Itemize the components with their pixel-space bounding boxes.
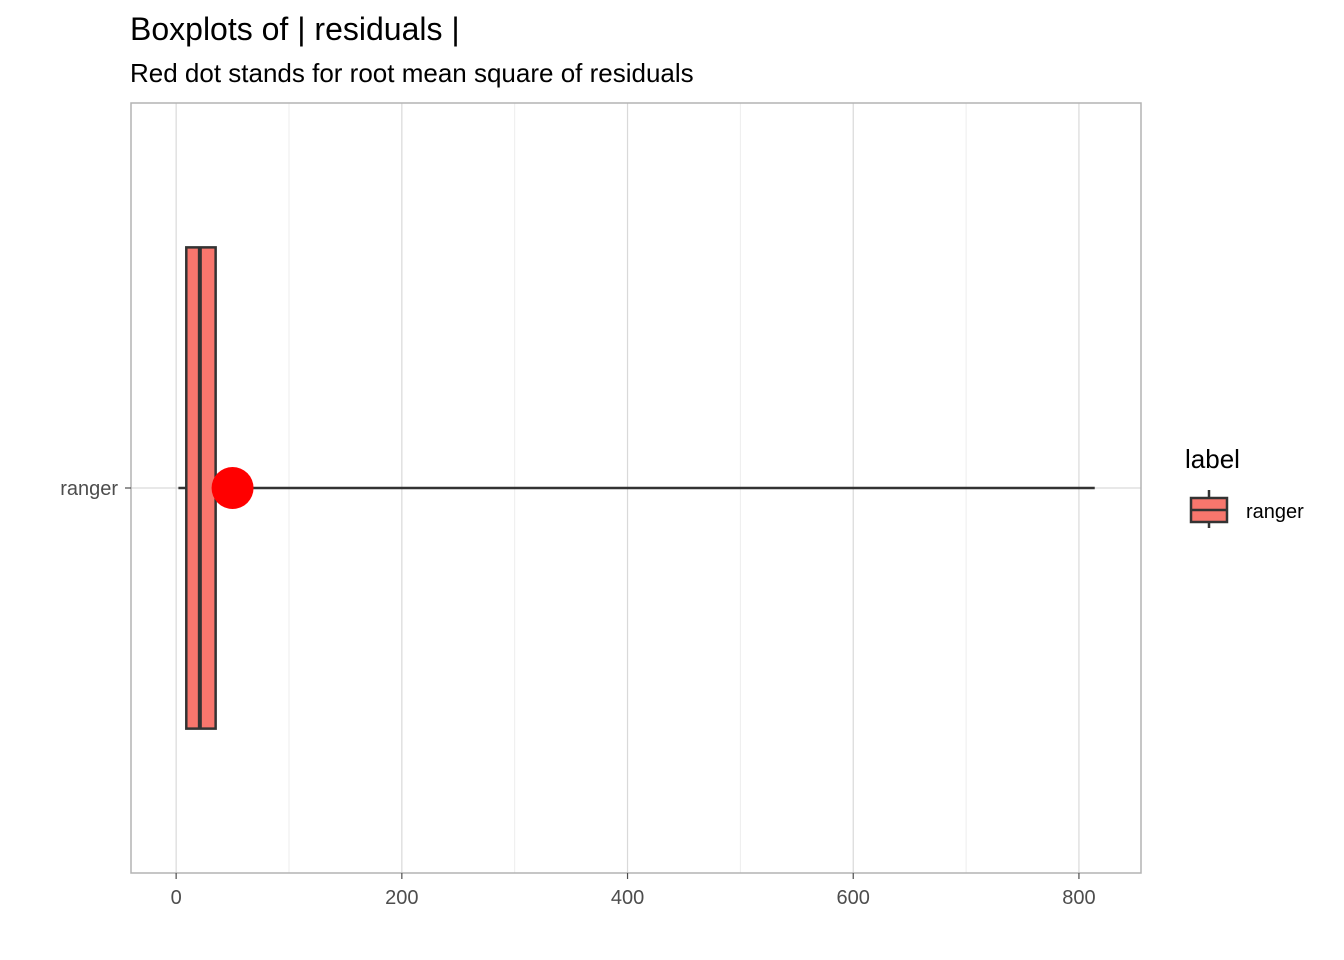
- x-tick-label: 0: [171, 887, 182, 909]
- x-tick-label: 200: [385, 887, 418, 909]
- legend-title: label: [1185, 444, 1240, 474]
- y-axis: ranger: [60, 478, 131, 500]
- y-tick-label: ranger: [60, 478, 118, 500]
- x-axis: 0 200 400 600 800: [171, 873, 1096, 909]
- x-tick-label: 400: [611, 887, 644, 909]
- rms-dot: [211, 467, 254, 509]
- x-tick-label: 600: [837, 887, 870, 909]
- chart-subtitle: Red dot stands for root mean square of r…: [130, 58, 694, 88]
- boxplot-marks: [178, 246, 1095, 730]
- chart-title: Boxplots of | residuals |: [130, 11, 460, 47]
- legend: label ranger: [1185, 444, 1304, 528]
- legend-label: ranger: [1246, 501, 1304, 523]
- x-tick-label: 800: [1062, 887, 1095, 909]
